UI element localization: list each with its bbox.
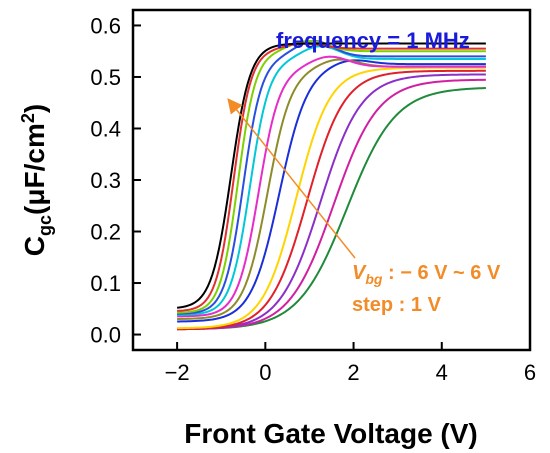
series-group [176,39,486,331]
x-tick-label: −2 [165,360,190,385]
y-tick-label: 0.6 [90,13,121,38]
x-tick-label: 0 [259,360,271,385]
y-tick-label: 0.1 [90,271,121,296]
axis-ticks: −2 0 2 4 6 0.0 0.1 0.2 0.3 0.4 0.5 0.6 [90,13,536,385]
y-tick-label: 0.0 [90,323,121,348]
vbg-arrow [227,98,356,259]
x-axis-title: Front Gate Voltage (V) [184,418,478,449]
step-annotation: step : 1 V [352,294,442,316]
y-tick-label: 0.5 [90,65,121,90]
x-tick-label: 2 [347,360,359,385]
series-line-2 [177,78,486,331]
frequency-annotation: frequency = 1 MHz [276,28,470,53]
y-tick-label: 0.3 [90,168,121,193]
series-line-5 [177,66,486,330]
series-line-13 [176,42,486,309]
x-tick-label: 4 [436,360,448,385]
series-line-9 [177,45,486,316]
y-tick-label: 0.4 [90,116,121,141]
series-line-12 [177,42,486,312]
series-line-3 [177,73,486,331]
x-tick-label: 6 [524,360,536,385]
y-axis-title: Cgc(μF/cm2) [18,104,55,256]
series-line-6 [177,59,486,323]
vbg-annotation: Vbg : − 6 V ~ 6 V [352,262,501,287]
series-line-4 [177,69,486,331]
y-tick-label: 0.2 [90,220,121,245]
series-line-8 [177,55,486,318]
